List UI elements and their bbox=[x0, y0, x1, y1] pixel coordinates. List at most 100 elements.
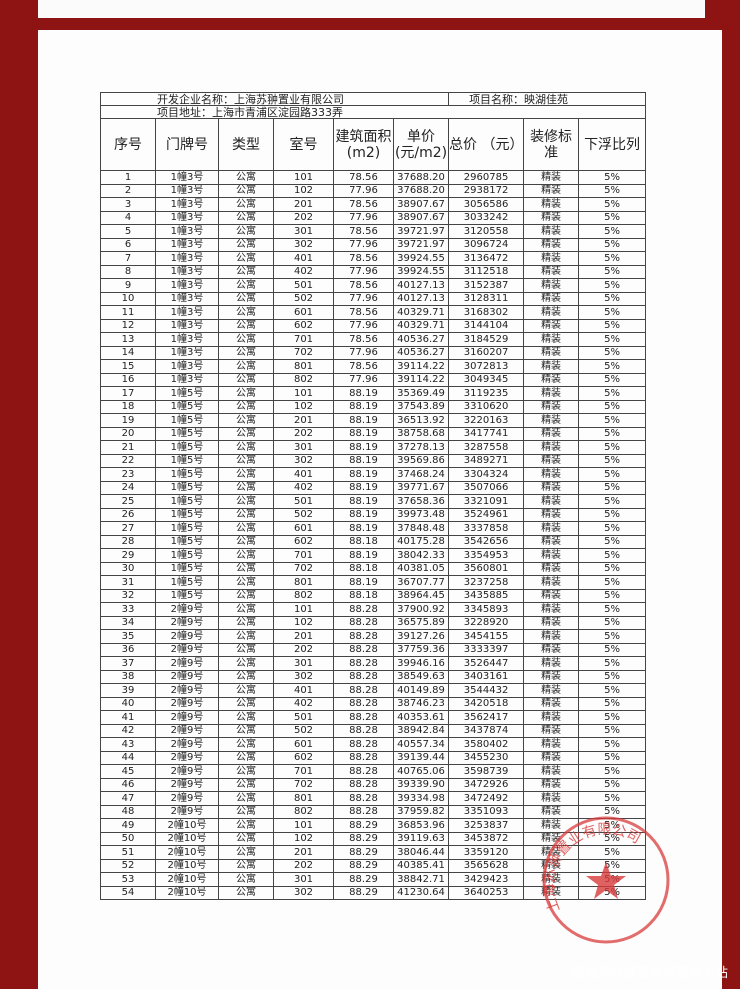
cell: 501 bbox=[273, 494, 334, 509]
table-row: 9 1幢3号 公寓 501 78.56 40127.13 3152387 精装 5% bbox=[100, 278, 647, 293]
cell: 5% bbox=[578, 494, 647, 509]
cell: 5% bbox=[578, 264, 647, 279]
cell: 13 bbox=[100, 332, 156, 347]
cell: 45 bbox=[100, 764, 156, 779]
table-row: 7 1幢3号 公寓 401 78.56 39924.55 3136472 精装 5% bbox=[100, 251, 647, 266]
cell: 10 bbox=[100, 291, 156, 306]
column-header: 类型 bbox=[218, 118, 274, 171]
cell: 702 bbox=[273, 561, 334, 576]
cell: 5% bbox=[578, 345, 647, 360]
cell: 88.28 bbox=[333, 669, 394, 684]
table-row: 8 1幢3号 公寓 402 77.96 39924.55 3112518 精装 5% bbox=[100, 264, 647, 279]
cell: 88.18 bbox=[333, 588, 394, 603]
cell: 1幢5号 bbox=[155, 575, 219, 590]
cell: 5% bbox=[578, 656, 647, 671]
cell: 88.28 bbox=[333, 750, 394, 765]
cell: 44 bbox=[100, 750, 156, 765]
cell: 5% bbox=[578, 507, 647, 522]
cell: 201 bbox=[273, 413, 334, 428]
cell: 101 bbox=[273, 386, 334, 401]
cell: 3507066 bbox=[448, 480, 525, 495]
cell: 602 bbox=[273, 534, 334, 549]
cell: 公寓 bbox=[218, 440, 274, 455]
cell: 公寓 bbox=[218, 858, 274, 873]
table-row: 32 1幢5号 公寓 802 88.18 38964.45 3435885 精装 5% bbox=[100, 588, 647, 603]
cell: 40557.34 bbox=[392, 737, 450, 752]
cell: 37468.24 bbox=[392, 467, 450, 482]
cell: 3524961 bbox=[448, 507, 525, 522]
cell: 公寓 bbox=[218, 332, 274, 347]
cell: 公寓 bbox=[218, 291, 274, 306]
cell: 5% bbox=[578, 615, 647, 630]
cell: 公寓 bbox=[218, 561, 274, 576]
table-row: 34 2幢9号 公寓 102 88.28 36575.89 3228920 精装 5% bbox=[100, 615, 647, 630]
cell: 2幢9号 bbox=[155, 656, 219, 671]
cell: 78.56 bbox=[333, 332, 394, 347]
cell: 2幢9号 bbox=[155, 723, 219, 738]
cell: 88.28 bbox=[333, 804, 394, 819]
cell: 3562417 bbox=[448, 710, 525, 725]
cell: 40329.71 bbox=[392, 318, 450, 333]
cell: 5% bbox=[578, 224, 647, 239]
cell: 38746.23 bbox=[392, 696, 450, 711]
table-row: 39 2幢9号 公寓 401 88.28 40149.89 3544432 精装 5% bbox=[100, 683, 647, 698]
cell: 3429423 bbox=[448, 872, 525, 887]
cell: 88.19 bbox=[333, 453, 394, 468]
cell: 88.19 bbox=[333, 507, 394, 522]
cell: 38907.67 bbox=[392, 197, 450, 212]
cell: 101 bbox=[273, 170, 334, 185]
cell: 15 bbox=[100, 359, 156, 374]
cell: 1幢3号 bbox=[155, 251, 219, 266]
cell: 2幢10号 bbox=[155, 872, 219, 887]
table-row: 11 1幢3号 公寓 601 78.56 40329.71 3168302 精装 5% bbox=[100, 305, 647, 320]
cell: 88.28 bbox=[333, 656, 394, 671]
cell: 40385.41 bbox=[392, 858, 450, 873]
cell: 78.56 bbox=[333, 359, 394, 374]
cell: 精装 bbox=[523, 210, 580, 225]
cell: 2幢10号 bbox=[155, 831, 219, 846]
cell: 301 bbox=[273, 656, 334, 671]
cell: 公寓 bbox=[218, 723, 274, 738]
cell: 802 bbox=[273, 804, 334, 819]
cell: 2960785 bbox=[448, 170, 525, 185]
cell: 精装 bbox=[523, 440, 580, 455]
cell: 公寓 bbox=[218, 278, 274, 293]
cell: 49 bbox=[100, 818, 156, 833]
cell: 5% bbox=[578, 521, 647, 536]
cell: 公寓 bbox=[218, 669, 274, 684]
cell: 公寓 bbox=[218, 791, 274, 806]
cell: 301 bbox=[273, 872, 334, 887]
cell: 3359120 bbox=[448, 845, 525, 860]
cell: 精装 bbox=[523, 696, 580, 711]
cell: 精装 bbox=[523, 413, 580, 428]
cell: 9 bbox=[100, 278, 156, 293]
cell: 77.96 bbox=[333, 345, 394, 360]
cell: 3120558 bbox=[448, 224, 525, 239]
cell: 17 bbox=[100, 386, 156, 401]
cell: 78.56 bbox=[333, 251, 394, 266]
cell: 88.29 bbox=[333, 872, 394, 887]
cell: 1幢5号 bbox=[155, 494, 219, 509]
cell: 5% bbox=[578, 291, 647, 306]
cell: 3168302 bbox=[448, 305, 525, 320]
cell: 77.96 bbox=[333, 264, 394, 279]
cell: 38842.71 bbox=[392, 872, 450, 887]
cell: 1幢5号 bbox=[155, 561, 219, 576]
cell: 公寓 bbox=[218, 683, 274, 698]
cell: 401 bbox=[273, 251, 334, 266]
cell: 601 bbox=[273, 305, 334, 320]
cell: 501 bbox=[273, 710, 334, 725]
cell: 精装 bbox=[523, 642, 580, 657]
cell: 精装 bbox=[523, 683, 580, 698]
cell: 102 bbox=[273, 183, 334, 198]
table-row: 50 2幢10号 公寓 102 88.29 39119.63 3453872 精装 5% bbox=[100, 831, 647, 846]
cell: 38907.67 bbox=[392, 210, 450, 225]
cell: 2幢10号 bbox=[155, 858, 219, 873]
cell: 53 bbox=[100, 872, 156, 887]
cell: 5% bbox=[578, 467, 647, 482]
cell: 3228920 bbox=[448, 615, 525, 630]
cell: 38549.63 bbox=[392, 669, 450, 684]
cell: 39721.97 bbox=[392, 237, 450, 252]
cell: 1幢5号 bbox=[155, 534, 219, 549]
cell: 5% bbox=[578, 696, 647, 711]
